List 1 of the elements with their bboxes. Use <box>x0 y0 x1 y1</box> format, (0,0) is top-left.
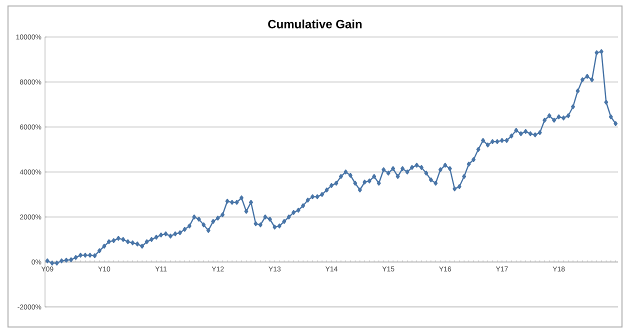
chart-title: Cumulative Gain <box>268 20 362 28</box>
